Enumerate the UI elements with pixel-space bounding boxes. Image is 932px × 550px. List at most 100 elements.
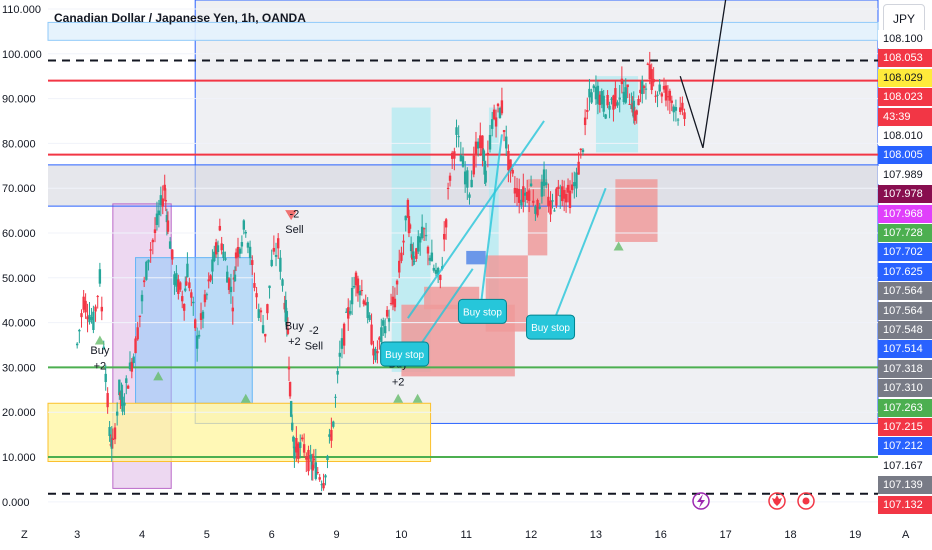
candle xyxy=(218,225,222,231)
candle xyxy=(382,320,385,326)
candle xyxy=(559,195,562,197)
candle xyxy=(474,141,478,156)
candle xyxy=(293,446,296,459)
signal-triangle xyxy=(285,210,298,221)
candle xyxy=(380,327,383,342)
x-tick-label: 12 xyxy=(525,529,537,541)
candle xyxy=(173,274,176,285)
candle xyxy=(479,135,482,149)
candle xyxy=(356,278,360,294)
y-tick-label: 100.000 xyxy=(2,49,42,61)
candle xyxy=(324,475,327,478)
signal-label: Buy xyxy=(90,345,109,357)
candle xyxy=(164,200,167,202)
candle xyxy=(524,192,527,196)
event-icons[interactable] xyxy=(692,492,815,510)
chart-title: Canadian Dollar / Japanese Yen, 1h, OAND… xyxy=(54,11,306,25)
candle xyxy=(566,184,570,193)
candle xyxy=(579,148,582,151)
candle xyxy=(123,402,126,406)
candle xyxy=(175,273,178,287)
candle xyxy=(84,300,87,313)
canada-flag-icon[interactable] xyxy=(768,492,786,510)
lightning-glyph xyxy=(697,494,705,508)
x-tick-label: 16 xyxy=(655,529,667,541)
candle xyxy=(370,324,373,345)
candle xyxy=(190,292,193,298)
currency-button[interactable]: JPY xyxy=(883,4,925,34)
candle xyxy=(662,85,666,90)
candle xyxy=(670,100,673,103)
candle xyxy=(586,110,589,112)
candle xyxy=(286,328,290,334)
candle xyxy=(529,183,533,187)
x-tick-label: 11 xyxy=(461,529,472,541)
candle xyxy=(336,371,339,375)
candle xyxy=(614,88,617,107)
candle xyxy=(236,246,240,258)
candle xyxy=(279,257,282,272)
candle xyxy=(515,188,519,198)
candle xyxy=(281,279,284,286)
y-tick-label: 70.000 xyxy=(2,183,36,195)
buy-stop-bubble xyxy=(526,314,576,340)
candle xyxy=(226,271,229,283)
candle xyxy=(468,194,471,198)
price-badge: 107.318 xyxy=(878,359,932,378)
candle xyxy=(598,94,602,105)
y-tick-label: 110.000 xyxy=(2,4,41,16)
candle xyxy=(666,96,670,98)
candle xyxy=(338,352,341,357)
price-badge: 107.728 xyxy=(878,224,932,242)
candle xyxy=(608,105,611,110)
candle xyxy=(274,254,278,257)
candle xyxy=(118,379,121,396)
candle xyxy=(145,261,148,280)
signal-triangle xyxy=(613,241,624,251)
candle xyxy=(453,151,456,159)
candle xyxy=(490,119,494,129)
candle xyxy=(581,149,585,153)
signal-label: +2 xyxy=(288,336,301,348)
candle xyxy=(656,94,659,96)
candle xyxy=(149,249,152,251)
candle xyxy=(505,136,508,149)
price-badge: 107.132 xyxy=(878,495,932,514)
candle xyxy=(646,63,650,65)
y-tick-label: 10.000 xyxy=(2,452,36,464)
candle xyxy=(244,232,247,234)
x-axis[interactable]: 3 4 5 6 9 10 11 12 13 16 17 18 19 Z A xyxy=(0,522,932,550)
candle xyxy=(450,152,454,159)
candle xyxy=(415,248,418,259)
y-axis[interactable]: 110.000 100.000 90.000 80.000 70.000 60.000 50… xyxy=(2,4,42,509)
record-icon[interactable] xyxy=(797,492,815,510)
candle xyxy=(444,219,448,228)
candle xyxy=(564,193,568,203)
candle xyxy=(147,259,150,263)
range-zone-top xyxy=(47,21,879,41)
lightning-icon[interactable] xyxy=(692,492,710,510)
candle xyxy=(616,102,619,106)
candle xyxy=(378,337,381,340)
candle xyxy=(179,282,182,290)
candle xyxy=(455,127,458,135)
price-badge: 43:39 xyxy=(878,107,932,126)
candle xyxy=(320,484,323,486)
x-tick-label: 9 xyxy=(333,529,339,541)
candle xyxy=(334,396,337,398)
candle xyxy=(121,396,124,412)
candle xyxy=(171,249,174,260)
candle xyxy=(177,279,180,294)
candle xyxy=(266,304,269,314)
candle xyxy=(525,191,529,200)
buy-stop-bubble xyxy=(457,298,507,324)
candle xyxy=(100,306,104,312)
x-axis-bg xyxy=(0,522,932,550)
candle xyxy=(674,107,678,111)
candle xyxy=(389,303,393,305)
candle xyxy=(628,103,631,105)
candle xyxy=(268,285,271,289)
candle xyxy=(364,302,367,306)
